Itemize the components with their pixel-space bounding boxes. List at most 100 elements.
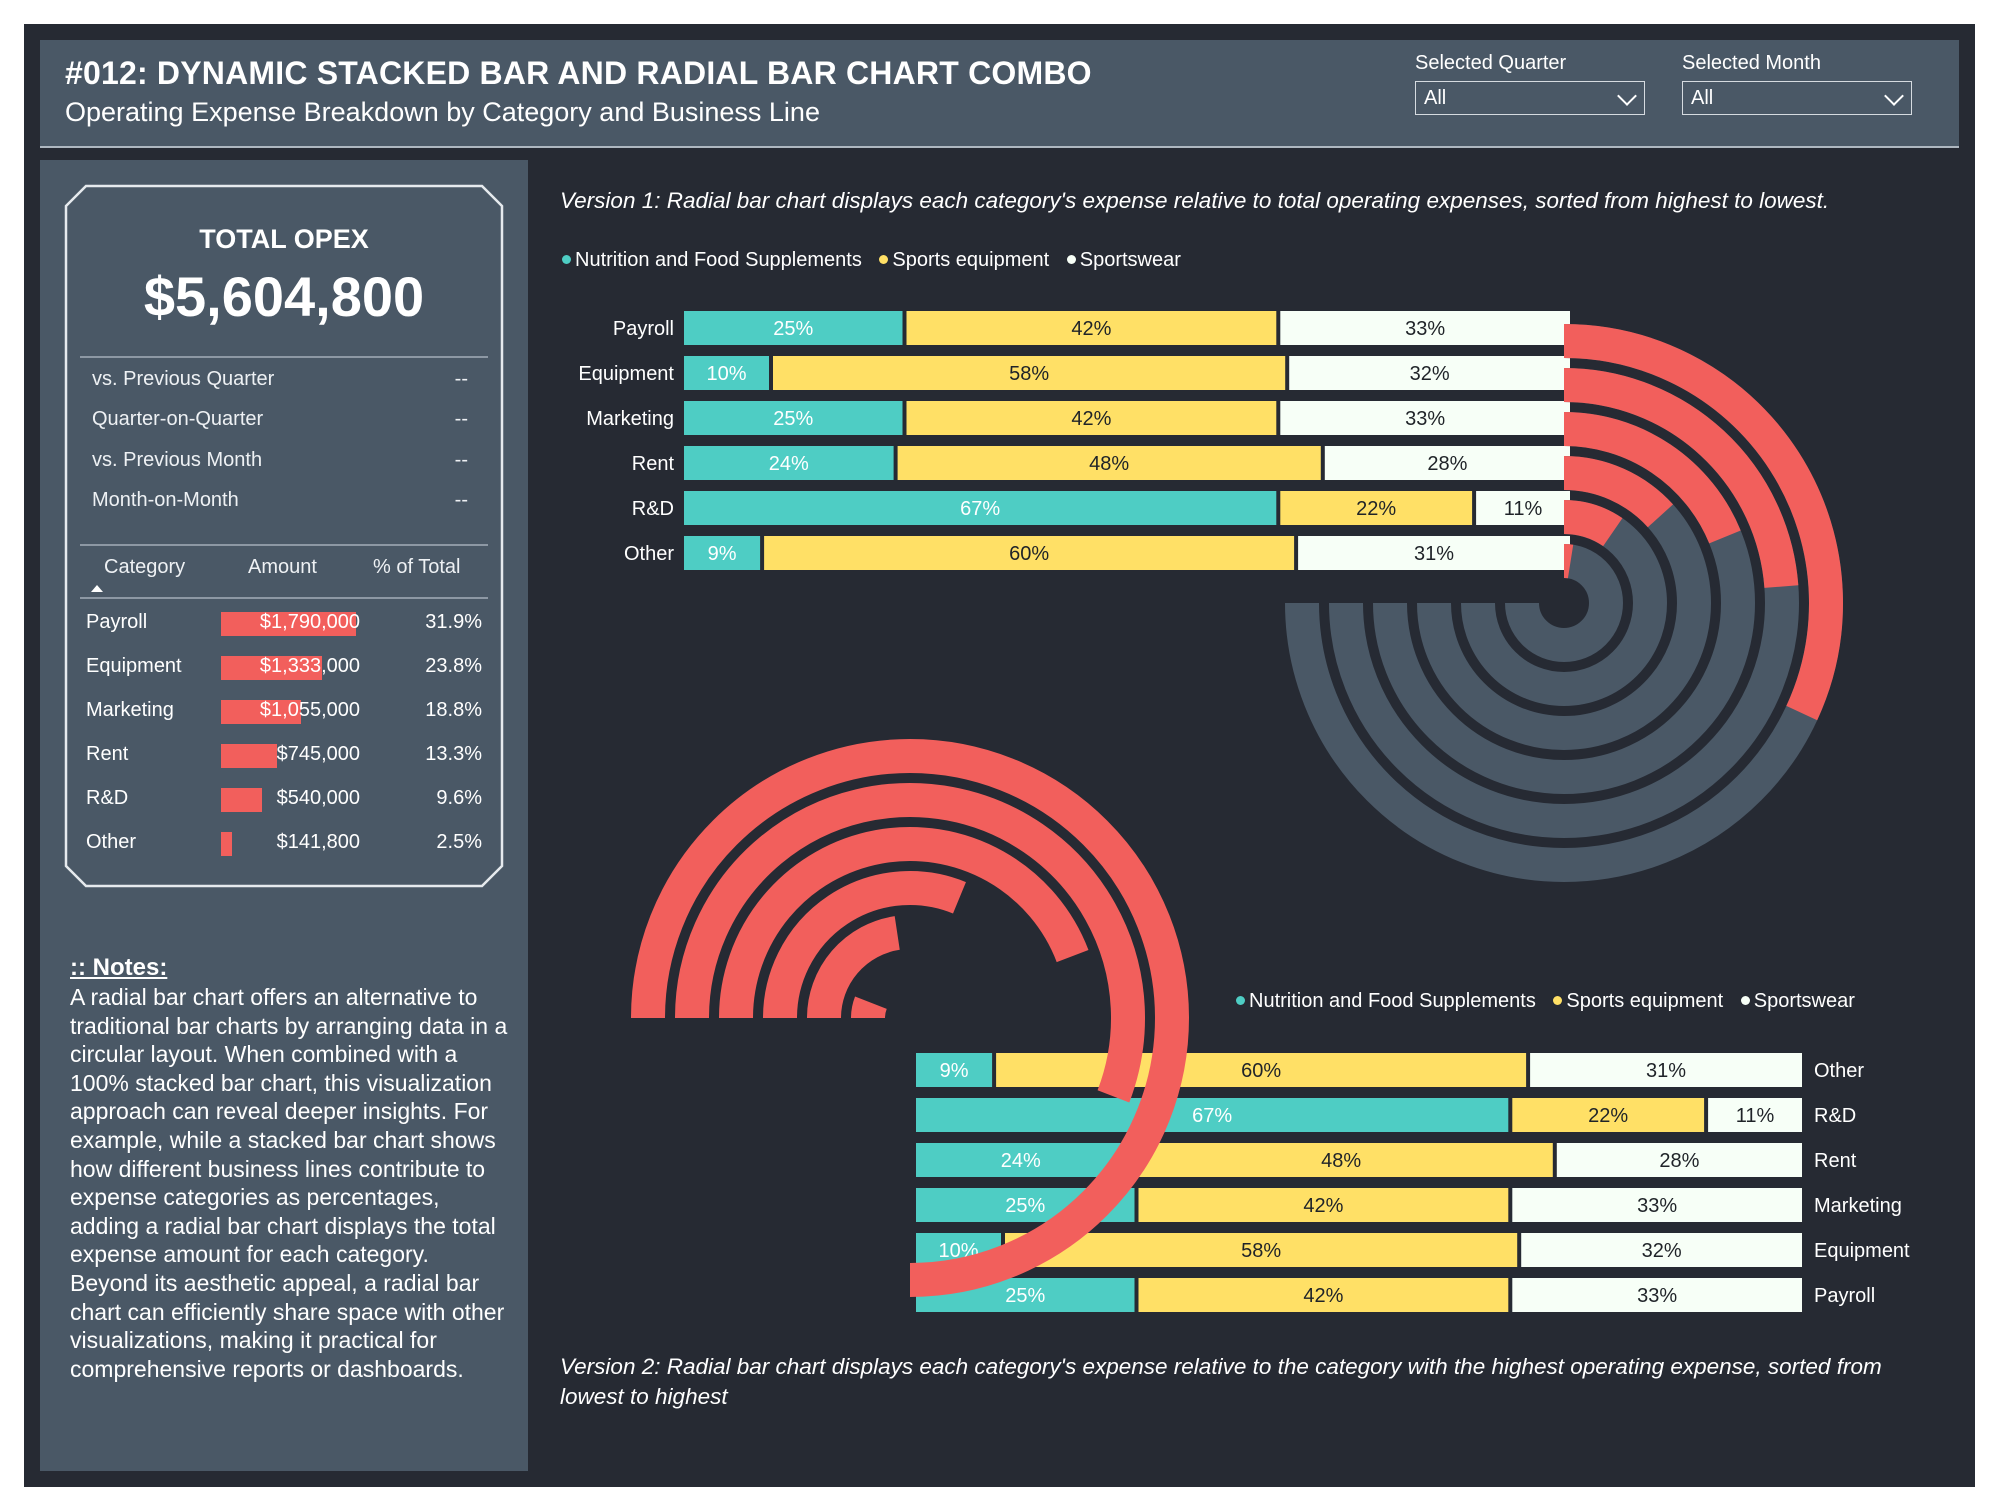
radial-bar[interactable] [1563,500,1623,547]
comparison-label: vs. Previous Month [92,449,263,471]
table-cell-amount: $1,055,000 [259,699,360,721]
data-label: 10% [706,363,746,385]
legend-item[interactable]: Nutrition and Food Supplements [562,249,862,272]
quarter-dropdown-value: All [1424,87,1447,109]
data-label: 28% [1427,453,1467,475]
bar-segment[interactable] [764,536,1295,570]
bar-segment[interactable] [916,1053,993,1087]
column-header-pct[interactable]: % of Total [373,556,461,578]
bar-segment[interactable] [684,401,903,435]
bar-segment[interactable] [684,446,894,480]
table-cell-pct: 9.6% [436,787,482,809]
bar-segment[interactable] [1530,1053,1802,1087]
bar-segment[interactable] [684,311,903,345]
bar-segment[interactable] [1298,536,1570,570]
radial-bar[interactable] [1563,456,1674,528]
legend-item[interactable]: Nutrition and Food Supplements [1236,990,1536,1013]
radial-bar[interactable] [719,827,1089,1019]
radial-bar[interactable] [675,783,1145,1103]
row-label: Rent [632,453,675,475]
legend-label: Sports equipment [1566,990,1724,1012]
bar-segment[interactable] [897,446,1321,480]
data-label: 9% [940,1060,969,1082]
bar-segment[interactable] [1324,446,1570,480]
comparison-label: vs. Previous Quarter [92,368,275,390]
column-header-amount[interactable]: Amount [248,556,317,578]
comparison-value: -- [454,449,468,471]
bar-segment[interactable] [1129,1143,1553,1177]
radial-bar[interactable] [763,871,966,1019]
radial-bar[interactable] [1563,368,1799,589]
bar-segment[interactable] [1708,1098,1802,1132]
data-label: 33% [1405,318,1445,340]
column-header-category[interactable]: Category [104,556,186,578]
radial-bar[interactable] [1563,324,1843,721]
legend-item[interactable]: Sports equipment [879,249,1049,272]
data-label: 25% [1005,1285,1045,1307]
data-label: 32% [1642,1240,1682,1262]
bar-segment[interactable] [1280,491,1473,525]
row-label: Payroll [1814,1285,1875,1307]
table-row: Other $141,800 2.5% [86,827,482,857]
table-cell-category: Other [86,831,137,853]
divider [80,597,488,599]
amount-databar [221,788,262,812]
row-label: Other [1814,1060,1864,1082]
data-label: 9% [708,543,737,565]
comparison-row: vs. Previous Quarter -- [92,368,468,391]
chart1-legend: Nutrition and Food Supplements Sports eq… [562,249,1193,272]
bar-segment[interactable] [1005,1233,1518,1267]
bar-segment[interactable] [684,356,769,390]
table-row: Payroll $1,790,000 31.9% [86,607,482,637]
table-cell-amount: $745,000 [276,743,360,765]
radial-bar[interactable] [851,996,887,1019]
table-cell-category: Equipment [86,655,182,677]
table-cell-category: Payroll [86,611,148,633]
amount-databar [221,700,301,724]
bar-segment[interactable] [1512,1188,1802,1222]
radial-bar[interactable] [807,916,901,1019]
bar-segment[interactable] [906,311,1277,345]
row-label: Other [624,543,674,565]
bar-segment[interactable] [684,491,1277,525]
data-label: 67% [960,498,1000,520]
radial-bar[interactable] [1563,544,1574,579]
legend-dot-icon [1236,996,1245,1005]
data-label: 22% [1588,1105,1628,1127]
kpi-title: TOTAL OPEX [199,224,369,254]
bar-segment[interactable] [1512,1278,1802,1312]
bar-segment[interactable] [1138,1188,1509,1222]
amount-databar [221,832,232,856]
table-cell-amount: $1,790,000 [259,611,360,633]
bar-segment[interactable] [1138,1278,1509,1312]
bar-segment[interactable] [684,536,761,570]
radial-bar[interactable] [631,739,1189,1297]
data-label: 22% [1356,498,1396,520]
bar-segment[interactable] [1280,311,1570,345]
table-cell-amount: $141,800 [276,831,360,853]
bar-segment[interactable] [916,1098,1509,1132]
data-label: 33% [1405,408,1445,430]
quarter-dropdown[interactable]: All [1415,81,1645,115]
bar-segment[interactable] [773,356,1286,390]
bar-segment[interactable] [1289,356,1570,390]
legend-item[interactable]: Sports equipment [1553,990,1723,1013]
data-label: 31% [1414,543,1454,565]
bar-segment[interactable] [916,1143,1126,1177]
bar-segment[interactable] [1521,1233,1802,1267]
bar-segment[interactable] [1280,401,1570,435]
bar-segment[interactable] [906,401,1277,435]
bar-segment[interactable] [996,1053,1527,1087]
bar-segment[interactable] [1512,1098,1705,1132]
bar-segment[interactable] [1556,1143,1802,1177]
table-row: Rent $745,000 13.3% [86,739,482,769]
data-label: 33% [1637,1285,1677,1307]
month-dropdown[interactable]: All [1682,81,1912,115]
version1-caption: Version 1: Radial bar chart displays eac… [560,188,1830,213]
radial-bar[interactable] [1563,412,1741,544]
row-label: R&D [1814,1105,1856,1127]
legend-item[interactable]: Sportswear [1740,990,1855,1013]
legend-item[interactable]: Sportswear [1066,249,1181,272]
bar-segment[interactable] [1476,491,1570,525]
data-label: 32% [1410,363,1450,385]
